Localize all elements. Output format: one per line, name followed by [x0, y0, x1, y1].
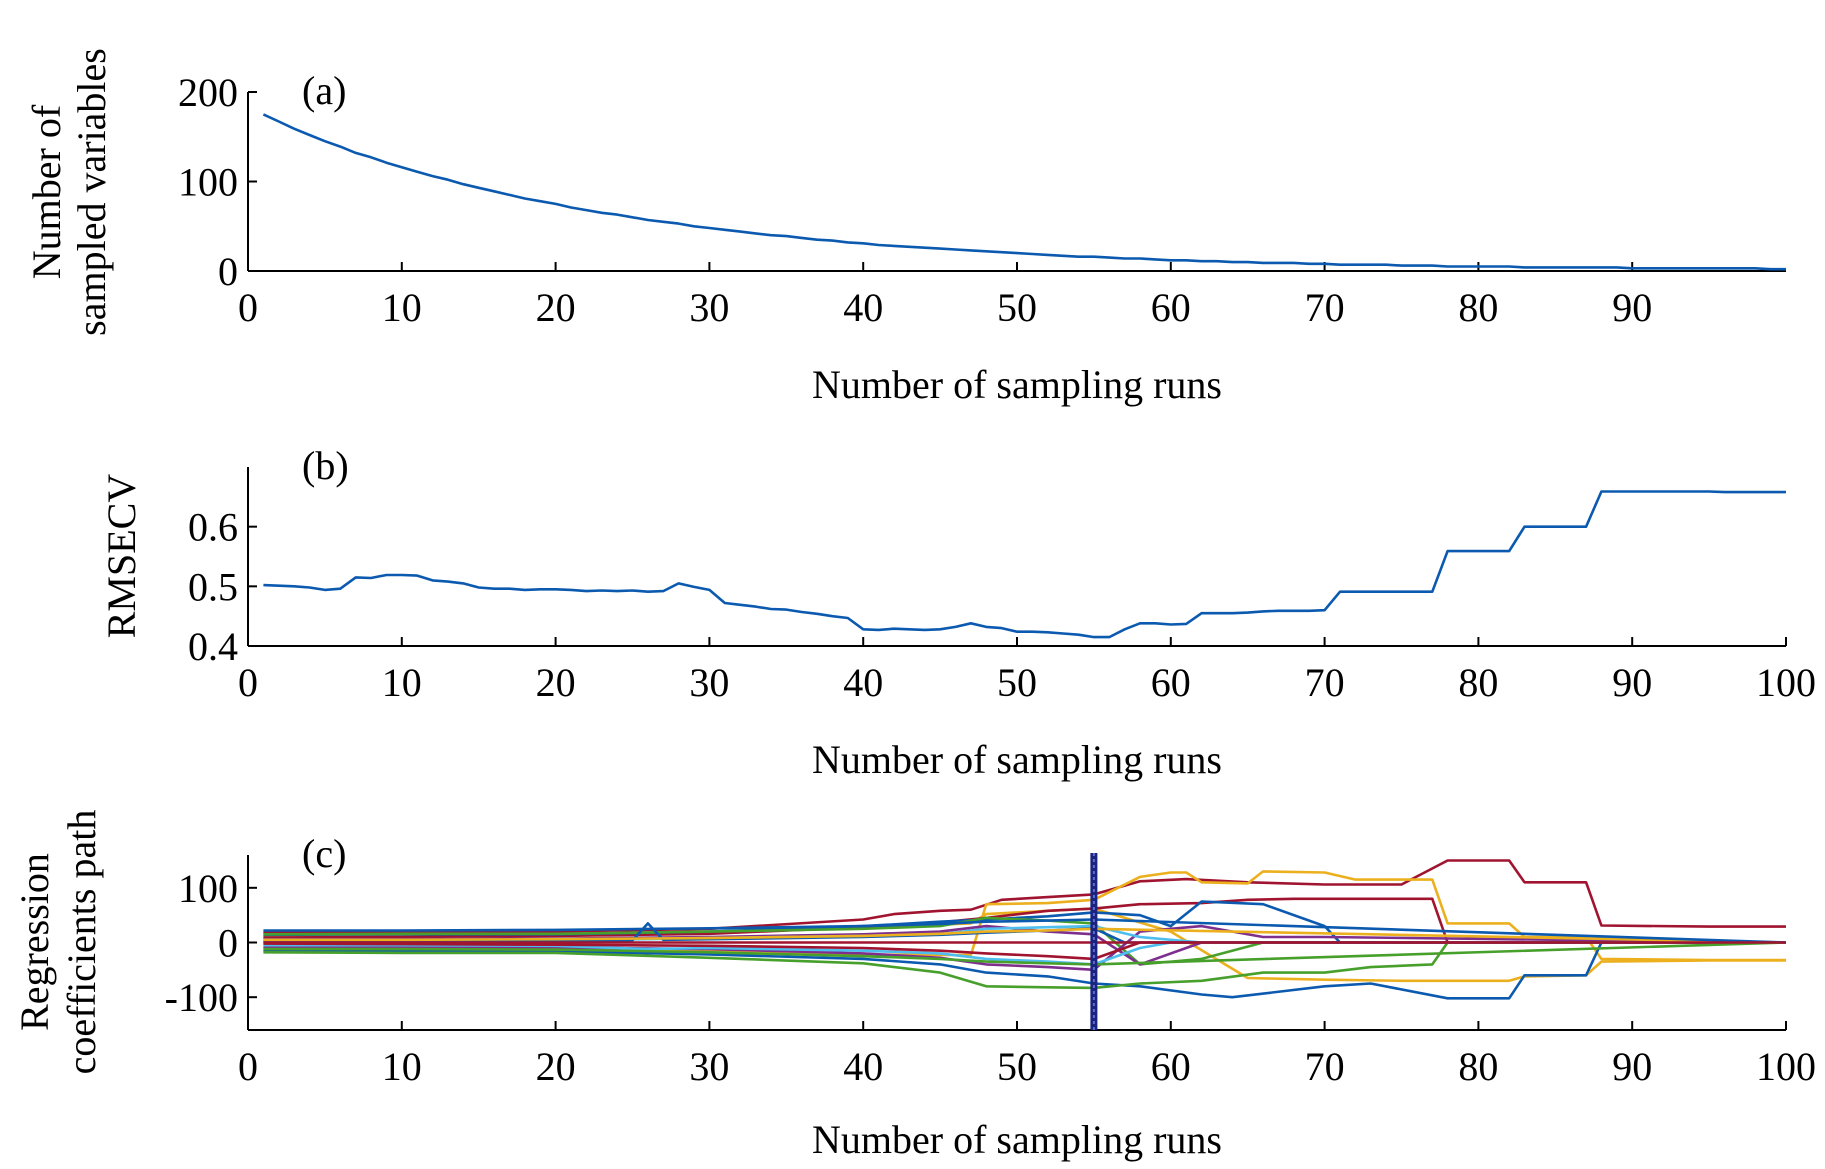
series-line-1 — [262, 113, 1786, 271]
series-line-1 — [263, 859, 1786, 934]
y-tick-label: 0.4 — [188, 624, 238, 669]
y-tick-label: 0.5 — [188, 564, 238, 609]
y-tick-label: 0 — [218, 249, 238, 294]
y-tick-label: -100 — [165, 975, 238, 1020]
y-tick-label: 200 — [178, 70, 238, 115]
x-tick-label: 100 — [1756, 660, 1816, 705]
x-tick-label: 0 — [238, 660, 258, 705]
x-tick-label: 50 — [997, 660, 1037, 705]
x-tick-label: 80 — [1458, 660, 1498, 705]
series-line-8 — [263, 916, 1786, 966]
panel-label: (c) — [302, 831, 346, 876]
series-group — [263, 859, 1786, 1000]
x-tick-label: 10 — [382, 285, 422, 330]
panel-a-chart: 0 10 20 30 40 50 60 70 80 90 0 100 200 (a) Number of s… — [24, 48, 1786, 407]
x-tick-label: 30 — [689, 285, 729, 330]
y-axis-title: Number of — [24, 104, 69, 279]
x-axis-title: Number of sampling runs — [812, 737, 1222, 782]
x-tick-label: 60 — [1151, 1044, 1191, 1089]
y-axis-title: Regression — [12, 853, 57, 1031]
y-axis-title: sampled variables — [69, 48, 114, 336]
panel-b-chart: 0 10 20 30 40 50 60 70 80 90 100 0.4 0.5 0.6 (b) Number… — [99, 443, 1816, 782]
x-tick-label: 80 — [1458, 1044, 1498, 1089]
x-tick-label: 70 — [1305, 1044, 1345, 1089]
panel-label: (b) — [302, 443, 349, 488]
x-tick-label: 30 — [689, 660, 729, 705]
y-axis-title: RMSECV — [99, 474, 144, 639]
y-axis-title: coefficients path — [59, 810, 104, 1075]
y-tick-label: 0.6 — [188, 505, 238, 550]
series-line-1 — [263, 490, 1786, 639]
series-line-15 — [263, 927, 1786, 944]
x-tick-label: 0 — [238, 285, 258, 330]
x-tick-label: 40 — [843, 1044, 883, 1089]
y-tick-label: 0 — [218, 921, 238, 966]
panel-c-chart: 0 10 20 30 40 50 60 70 80 90 100-1000100(c)Number … — [12, 810, 1816, 1162]
x-tick-label: 20 — [536, 660, 576, 705]
x-tick-label: 50 — [997, 1044, 1037, 1089]
x-tick-label: 40 — [843, 660, 883, 705]
x-tick-label: 90 — [1612, 660, 1652, 705]
x-tick-label: 40 — [843, 285, 883, 330]
x-tick-label: 10 — [382, 660, 422, 705]
x-tick-label: 90 — [1612, 285, 1652, 330]
x-tick-label: 30 — [689, 1044, 729, 1089]
series-line-17 — [263, 918, 1786, 944]
series-line-16 — [263, 941, 1786, 966]
x-tick-label: 100 — [1756, 1044, 1816, 1089]
x-tick-label: 90 — [1612, 1044, 1652, 1089]
x-tick-label: 20 — [536, 1044, 576, 1089]
x-axis-title: Number of sampling runs — [812, 362, 1222, 407]
x-axis-title: Number of sampling runs — [812, 1117, 1222, 1162]
panel-label: (a) — [302, 68, 346, 113]
x-tick-label: 60 — [1151, 660, 1191, 705]
y-tick-label: 100 — [178, 866, 238, 911]
series-line-5 — [263, 941, 1786, 1000]
x-tick-label: 70 — [1305, 660, 1345, 705]
series-group — [263, 490, 1786, 639]
x-tick-label: 20 — [536, 285, 576, 330]
series-line-14 — [263, 941, 1786, 961]
x-tick-label: 10 — [382, 1044, 422, 1089]
y-tick-label: 100 — [178, 160, 238, 205]
x-tick-label: 80 — [1458, 285, 1498, 330]
x-tick-label: 50 — [997, 285, 1037, 330]
series-group — [262, 113, 1786, 271]
x-tick-label: 70 — [1305, 285, 1345, 330]
x-tick-label: 60 — [1151, 285, 1191, 330]
x-tick-label: 0 — [238, 1044, 258, 1089]
